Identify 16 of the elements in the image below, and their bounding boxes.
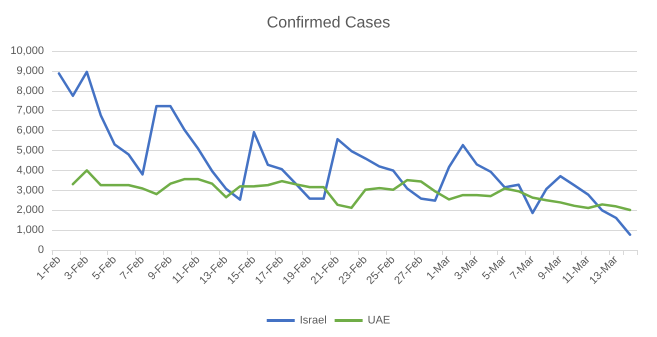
y-tick-label: 3,000: [16, 184, 44, 196]
y-tick-label: 8,000: [16, 84, 44, 97]
line-series: [58, 70, 632, 236]
line-series: [72, 169, 632, 212]
legend-label: UAE: [368, 314, 390, 326]
y-tick-label: 9,000: [16, 64, 44, 77]
y-tick-label: 4,000: [16, 164, 44, 176]
y-tick-label: 10,000: [10, 45, 44, 57]
y-tick-label: 1,000: [16, 224, 44, 236]
y-tick-label: 2,000: [16, 204, 44, 216]
y-tick-label: 5,000: [16, 144, 44, 156]
y-tick-label: 7,000: [16, 104, 44, 117]
chart-title: Confirmed Cases: [266, 14, 390, 32]
y-tick-label: 6,000: [16, 124, 44, 137]
y-tick-label: 0: [38, 244, 44, 256]
legend-label: Israel: [300, 314, 327, 326]
